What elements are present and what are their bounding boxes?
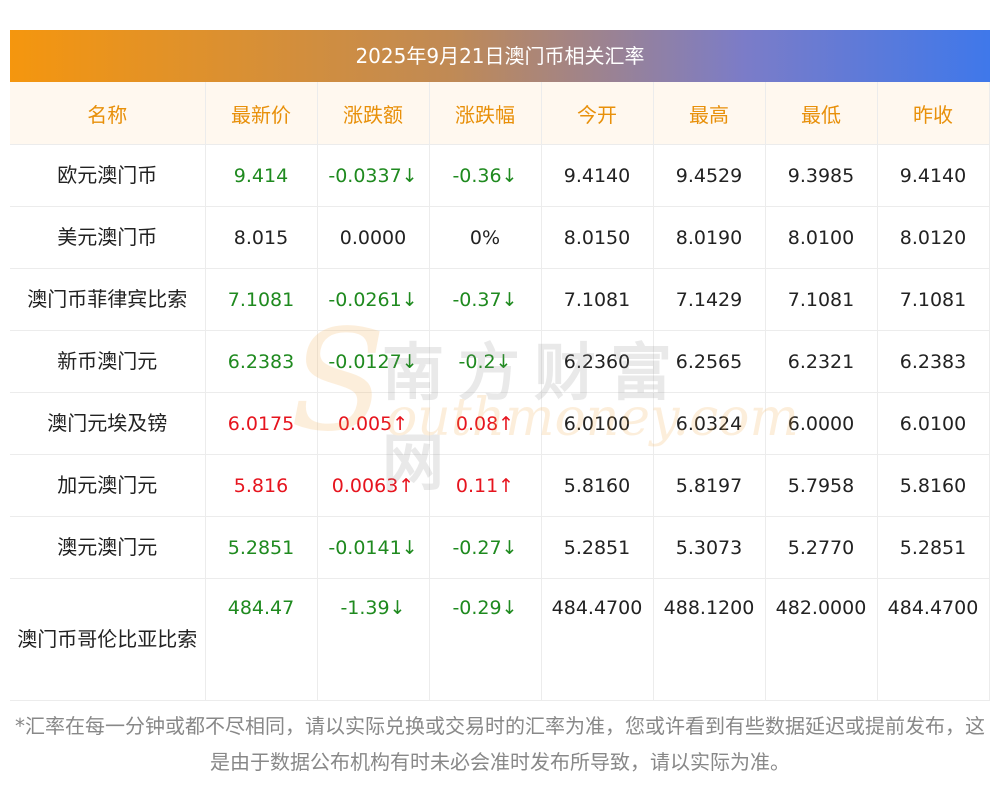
change-cell: 0.005↑	[317, 392, 430, 455]
low-cell: 6.2321	[765, 330, 878, 393]
open-cell: 6.2360	[541, 330, 654, 393]
open-cell: 6.0100	[541, 392, 654, 455]
prev-close-cell: 6.2383	[877, 330, 990, 393]
low-cell: 7.1081	[765, 268, 878, 331]
latest-price-cell: 9.414	[205, 144, 318, 207]
low-cell: 9.3985	[765, 144, 878, 207]
open-cell: 484.4700	[541, 578, 654, 701]
table-row: 澳门币哥伦比亚比索 484.47 -1.39↓ -0.29↓ 484.4700 488.1…	[10, 578, 990, 701]
latest-price-cell: 484.47	[205, 578, 318, 701]
prev-close-cell: 8.0120	[877, 206, 990, 269]
table-row: 澳门元埃及镑 6.0175 0.005↑ 0.08↑ 6.0100 6.0324 6.000…	[10, 392, 990, 455]
high-cell: 7.1429	[653, 268, 766, 331]
change-cell: -0.0141↓	[317, 516, 430, 579]
open-cell: 5.2851	[541, 516, 654, 579]
open-cell: 8.0150	[541, 206, 654, 269]
latest-price-cell: 6.2383	[205, 330, 318, 393]
change-pct-cell: 0.08↑	[429, 392, 542, 455]
high-cell: 6.2565	[653, 330, 766, 393]
currency-pair-name: 澳门元埃及镑	[10, 392, 206, 455]
header-open: 今开	[541, 82, 654, 145]
change-pct-cell: -0.37↓	[429, 268, 542, 331]
table-row: 新币澳门元 6.2383 -0.0127↓ -0.2↓ 6.2360 6.2565 6.23…	[10, 330, 990, 393]
change-pct-cell: -0.29↓	[429, 578, 542, 701]
low-cell: 6.0000	[765, 392, 878, 455]
header-high: 最高	[653, 82, 766, 145]
currency-pair-name: 新币澳门元	[10, 330, 206, 393]
low-cell: 482.0000	[765, 578, 878, 701]
currency-pair-name: 澳门币哥伦比亚比索	[10, 578, 206, 701]
change-cell: -0.0337↓	[317, 144, 430, 207]
change-pct-cell: -0.36↓	[429, 144, 542, 207]
header-change: 涨跌额	[317, 82, 430, 145]
prev-close-cell: 6.0100	[877, 392, 990, 455]
low-cell: 5.2770	[765, 516, 878, 579]
low-cell: 5.7958	[765, 454, 878, 517]
currency-pair-name: 美元澳门币	[10, 206, 206, 269]
prev-close-cell: 5.2851	[877, 516, 990, 579]
change-pct-cell: 0.11↑	[429, 454, 542, 517]
currency-pair-name: 欧元澳门币	[10, 144, 206, 207]
change-cell: -0.0261↓	[317, 268, 430, 331]
latest-price-cell: 5.2851	[205, 516, 318, 579]
change-pct-cell: -0.27↓	[429, 516, 542, 579]
prev-close-cell: 9.4140	[877, 144, 990, 207]
table-row: 澳元澳门元 5.2851 -0.0141↓ -0.27↓ 5.2851 5.3073 5.2…	[10, 516, 990, 579]
header-low: 最低	[765, 82, 878, 145]
latest-price-cell: 7.1081	[205, 268, 318, 331]
low-cell: 8.0100	[765, 206, 878, 269]
change-cell: -0.0127↓	[317, 330, 430, 393]
latest-price-cell: 5.816	[205, 454, 318, 517]
high-cell: 488.1200	[653, 578, 766, 701]
change-cell: -1.39↓	[317, 578, 430, 701]
high-cell: 8.0190	[653, 206, 766, 269]
prev-close-cell: 5.8160	[877, 454, 990, 517]
high-cell: 9.4529	[653, 144, 766, 207]
open-cell: 5.8160	[541, 454, 654, 517]
table-row: 澳门币菲律宾比索 7.1081 -0.0261↓ -0.37↓ 7.1081 7.1429…	[10, 268, 990, 331]
table-row: 加元澳门元 5.816 0.0063↑ 0.11↑ 5.8160 5.8197 5.7958…	[10, 454, 990, 517]
table-row: 美元澳门币 8.015 0.0000 0% 8.0150 8.0190 8.0100 8.01…	[10, 206, 990, 269]
high-cell: 5.3073	[653, 516, 766, 579]
open-cell: 9.4140	[541, 144, 654, 207]
change-cell: 0.0063↑	[317, 454, 430, 517]
disclaimer-note: *汇率在每一分钟或都不尽相同，请以实际兑换或交易时的汇率为准，您或许看到有些数据…	[15, 714, 985, 774]
latest-price-cell: 8.015	[205, 206, 318, 269]
header-row: 名称 最新价 涨跌额 涨跌幅 今开 最高 最低 昨收	[10, 82, 990, 145]
exchange-rate-table: 名称 最新价 涨跌额 涨跌幅 今开 最高 最低 昨收 欧元澳门币 9.414 -0.…	[10, 82, 990, 701]
currency-pair-name: 澳元澳门元	[10, 516, 206, 579]
table-row: 欧元澳门币 9.414 -0.0337↓ -0.36↓ 9.4140 9.4529 9.39…	[10, 144, 990, 207]
change-cell: 0.0000	[317, 206, 430, 269]
header-name: 名称	[10, 82, 206, 145]
high-cell: 6.0324	[653, 392, 766, 455]
prev-close-cell: 484.4700	[877, 578, 990, 701]
prev-close-cell: 7.1081	[877, 268, 990, 331]
latest-price-cell: 6.0175	[205, 392, 318, 455]
open-cell: 7.1081	[541, 268, 654, 331]
page-title: 2025年9月21日澳门币相关汇率	[10, 30, 990, 82]
change-pct-cell: 0%	[429, 206, 542, 269]
header-change-pct: 涨跌幅	[429, 82, 542, 145]
change-pct-cell: -0.2↓	[429, 330, 542, 393]
header-prev-close: 昨收	[877, 82, 990, 145]
currency-pair-name: 加元澳门元	[10, 454, 206, 517]
currency-pair-name: 澳门币菲律宾比索	[10, 268, 206, 331]
high-cell: 5.8197	[653, 454, 766, 517]
header-latest: 最新价	[205, 82, 318, 145]
